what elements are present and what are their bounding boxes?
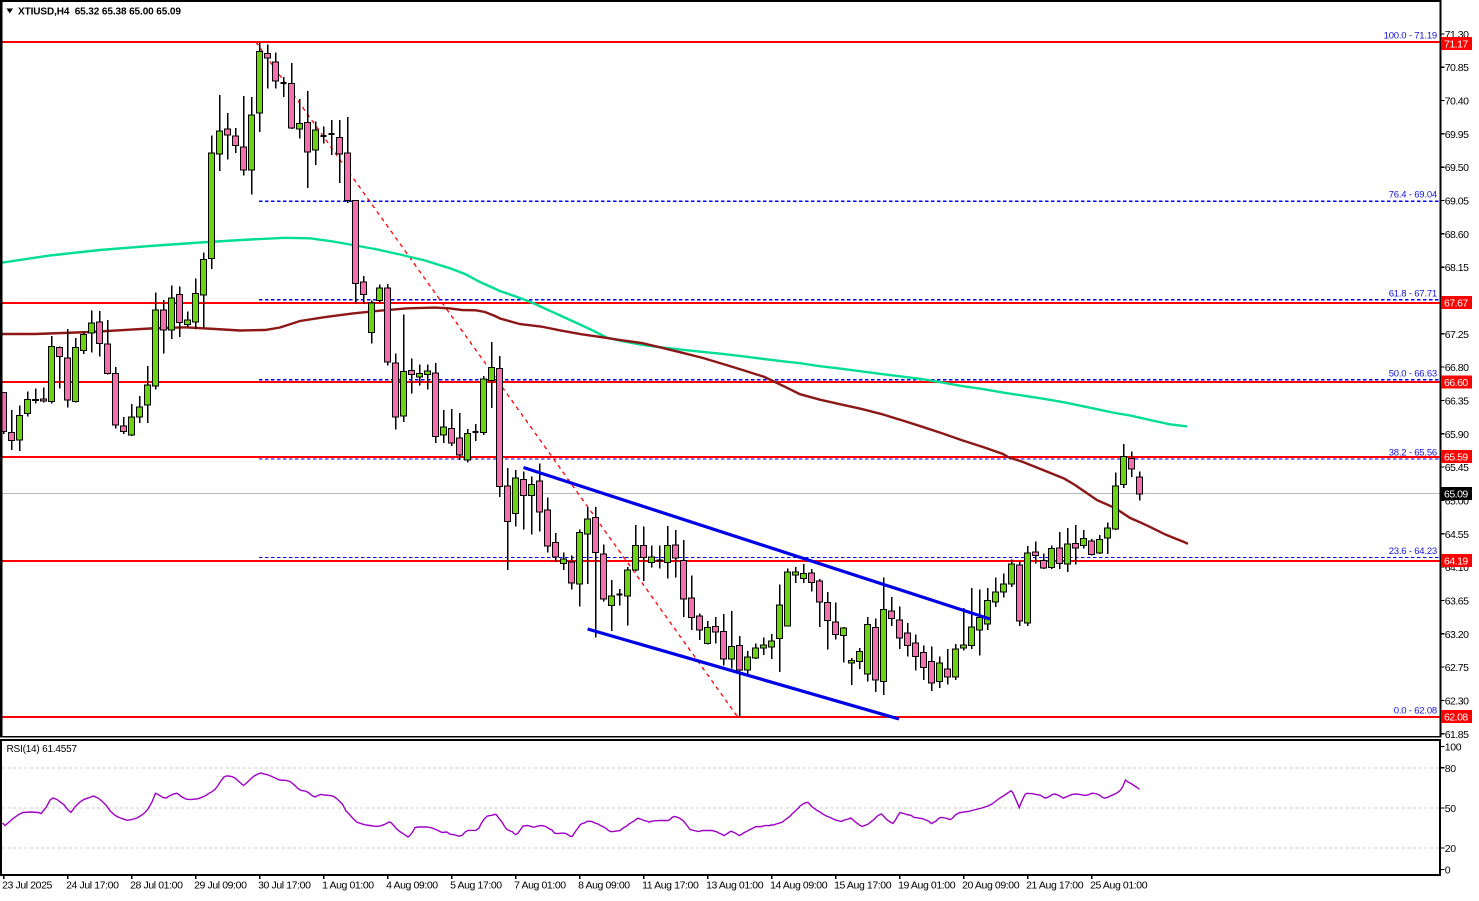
- svg-text:38.2 - 65.56: 38.2 - 65.56: [1389, 448, 1437, 459]
- svg-text:14 Aug 09:00: 14 Aug 09:00: [770, 880, 828, 892]
- svg-text:13 Aug 01:00: 13 Aug 01:00: [706, 880, 764, 892]
- svg-text:70.40: 70.40: [1445, 96, 1469, 108]
- svg-text:65.90: 65.90: [1445, 429, 1469, 441]
- svg-text:RSI(14) 61.4557: RSI(14) 61.4557: [7, 744, 78, 755]
- svg-text:67.25: 67.25: [1445, 329, 1469, 341]
- svg-text:62.08: 62.08: [1444, 712, 1468, 724]
- svg-text:64.19: 64.19: [1444, 556, 1468, 568]
- svg-text:65.45: 65.45: [1445, 462, 1469, 474]
- svg-text:8 Aug 09:00: 8 Aug 09:00: [578, 880, 630, 892]
- svg-text:20: 20: [1445, 843, 1457, 855]
- svg-text:23.6 - 64.23: 23.6 - 64.23: [1389, 546, 1437, 557]
- svg-text:65.09: 65.09: [1444, 488, 1468, 500]
- svg-text:69.50: 69.50: [1445, 162, 1469, 174]
- svg-text:0: 0: [1445, 865, 1451, 877]
- svg-text:65.59: 65.59: [1444, 452, 1468, 464]
- svg-text:100.0 - 71.19: 100.0 - 71.19: [1384, 31, 1437, 42]
- svg-text:4 Aug 09:00: 4 Aug 09:00: [386, 880, 438, 892]
- svg-text:63.65: 63.65: [1445, 596, 1469, 608]
- svg-text:7 Aug 01:00: 7 Aug 01:00: [514, 880, 566, 892]
- svg-text:1 Aug 01:00: 1 Aug 01:00: [322, 880, 374, 892]
- svg-text:20 Aug 09:00: 20 Aug 09:00: [962, 880, 1020, 892]
- svg-text:30 Jul 17:00: 30 Jul 17:00: [258, 880, 311, 892]
- svg-text:11 Aug 17:00: 11 Aug 17:00: [642, 880, 699, 892]
- svg-text:68.15: 68.15: [1445, 262, 1469, 274]
- svg-text:29 Jul 09:00: 29 Jul 09:00: [194, 880, 247, 892]
- svg-text:0.0 - 62.08: 0.0 - 62.08: [1394, 705, 1437, 716]
- svg-text:80: 80: [1445, 763, 1457, 775]
- svg-text:70.85: 70.85: [1445, 62, 1469, 74]
- svg-text:23 Jul 2025: 23 Jul 2025: [2, 880, 52, 892]
- svg-text:69.95: 69.95: [1445, 129, 1469, 141]
- svg-text:50.0 - 66.63: 50.0 - 66.63: [1389, 368, 1437, 379]
- svg-text:21 Aug 17:00: 21 Aug 17:00: [1026, 880, 1084, 892]
- svg-text:5 Aug 17:00: 5 Aug 17:00: [450, 880, 502, 892]
- svg-text:100: 100: [1445, 742, 1462, 754]
- svg-text:68.60: 68.60: [1445, 229, 1469, 241]
- svg-text:XTIUSD,H4 65.32 65.38 65.00 6: XTIUSD,H4 65.32 65.38 65.00 65.09: [18, 7, 181, 18]
- svg-text:25 Aug 01:00: 25 Aug 01:00: [1090, 880, 1148, 892]
- svg-text:66.60: 66.60: [1444, 377, 1468, 389]
- svg-text:69.05: 69.05: [1445, 196, 1469, 208]
- svg-text:64.55: 64.55: [1445, 529, 1469, 541]
- svg-text:66.80: 66.80: [1445, 362, 1469, 374]
- svg-text:76.4 - 69.04: 76.4 - 69.04: [1389, 190, 1437, 201]
- svg-text:62.75: 62.75: [1445, 662, 1469, 674]
- svg-text:28 Jul 01:00: 28 Jul 01:00: [130, 880, 183, 892]
- svg-text:24 Jul 17:00: 24 Jul 17:00: [66, 880, 119, 892]
- svg-text:71.17: 71.17: [1444, 39, 1468, 51]
- svg-text:62.30: 62.30: [1445, 695, 1469, 707]
- svg-text:67.67: 67.67: [1444, 298, 1468, 310]
- svg-text:50: 50: [1445, 803, 1457, 815]
- svg-text:61.8 - 67.71: 61.8 - 67.71: [1389, 288, 1437, 299]
- svg-text:63.20: 63.20: [1445, 629, 1469, 641]
- svg-text:66.35: 66.35: [1445, 396, 1469, 408]
- svg-text:19 Aug 01:00: 19 Aug 01:00: [898, 880, 956, 892]
- svg-text:61.85: 61.85: [1445, 729, 1469, 741]
- svg-text:15 Aug 17:00: 15 Aug 17:00: [834, 880, 892, 892]
